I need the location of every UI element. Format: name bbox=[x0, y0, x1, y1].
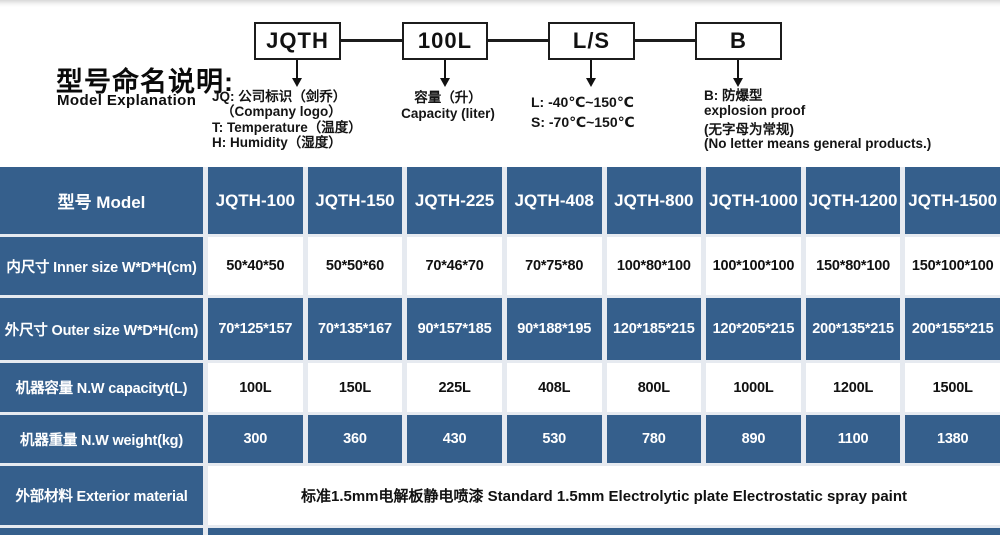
note-line: (No letter means general products.) bbox=[704, 136, 932, 152]
cell-inner-size: 70*75*80 bbox=[506, 237, 602, 295]
row-label-inner-size: 内尺寸 Inner size W*D*H(cm) bbox=[0, 237, 203, 295]
cell-outer-size: 120*205*215 bbox=[706, 298, 801, 360]
cell-capacity: 1200L bbox=[805, 363, 901, 412]
model-code-label: JQTH bbox=[266, 28, 329, 53]
cell-weight: 300 bbox=[208, 415, 303, 463]
cell-weight: 1100 bbox=[805, 415, 901, 463]
note-line: B: 防爆型 bbox=[704, 88, 763, 103]
note-line: T: Temperature（温度） bbox=[212, 119, 362, 135]
cell-capacity: 1000L bbox=[706, 363, 801, 412]
cell-inner-size: 100*100*100 bbox=[706, 237, 801, 295]
note-company-code: JQ: 公司标识（剑乔） （Company logo） T: Temperatu… bbox=[212, 89, 362, 150]
note-capacity: 容量（升） Capacity (liter) bbox=[383, 90, 513, 122]
header-model: JQTH-1000 bbox=[706, 167, 801, 234]
connector-line bbox=[488, 39, 548, 42]
cell-weight: 360 bbox=[307, 415, 403, 463]
top-shadow-strip bbox=[0, 0, 1000, 7]
note-line: 容量（升） bbox=[414, 90, 482, 105]
note-line: H: Humidity（湿度） bbox=[212, 134, 342, 150]
cell-inner-size: 70*46*70 bbox=[407, 237, 502, 295]
note-line: （Company logo） bbox=[221, 104, 342, 120]
cell-weight: 890 bbox=[706, 415, 801, 463]
down-arrow-icon bbox=[440, 60, 450, 87]
cell-inner-size: 100*80*100 bbox=[606, 237, 702, 295]
model-code-box-temp-range: L/S bbox=[548, 22, 635, 60]
cell-weight: 530 bbox=[506, 415, 602, 463]
header-model: JQTH-1500 bbox=[905, 167, 1000, 234]
note-line: explosion proof bbox=[704, 102, 806, 118]
row-label-outer-size: 外尺寸 Outer size W*D*H(cm) bbox=[0, 298, 203, 360]
cell-weight: 780 bbox=[606, 415, 702, 463]
down-arrow-icon bbox=[292, 60, 302, 87]
cell-capacity: 100L bbox=[208, 363, 303, 412]
model-code-label: 100L bbox=[417, 28, 473, 53]
cell-outer-size: 90*188*195 bbox=[506, 298, 602, 360]
note-line: Capacity (liter) bbox=[401, 106, 495, 121]
cell-capacity: 225L bbox=[407, 363, 502, 412]
partial-row-cells bbox=[208, 528, 1000, 535]
note-line: (无字母为常规) bbox=[704, 121, 794, 137]
model-code-label: B bbox=[730, 28, 747, 53]
header-model: JQTH-408 bbox=[506, 167, 602, 234]
model-code-box-capacity: 100L bbox=[402, 22, 488, 60]
cell-inner-size: 50*40*50 bbox=[208, 237, 303, 295]
cell-inner-size: 150*100*100 bbox=[905, 237, 1000, 295]
spec-table: 型号 Model JQTH-100 JQTH-150 JQTH-225 JQTH… bbox=[0, 167, 1000, 535]
header-model: JQTH-1200 bbox=[805, 167, 901, 234]
header-model: JQTH-225 bbox=[407, 167, 502, 234]
cell-capacity: 1500L bbox=[905, 363, 1000, 412]
note-temperature-range: L: -40℃~150℃ S: -70℃~150℃ bbox=[531, 93, 635, 132]
page-title-cn: 型号命名说明: bbox=[56, 67, 234, 97]
cell-outer-size: 90*157*185 bbox=[407, 298, 502, 360]
row-label-capacity: 机器容量 N.W capacityt(L) bbox=[0, 363, 203, 412]
row-label-exterior-material: 外部材料 Exterior material bbox=[0, 466, 203, 525]
model-code-label: L/S bbox=[572, 28, 611, 53]
note-line: JQ: 公司标识（剑乔） bbox=[212, 89, 347, 104]
cell-capacity: 150L bbox=[307, 363, 403, 412]
note-explosion-proof: B: 防爆型 explosion proof (无字母为常规) (No lett… bbox=[704, 88, 932, 152]
header-model: JQTH-150 bbox=[307, 167, 403, 234]
cell-inner-size: 50*50*60 bbox=[307, 237, 403, 295]
cell-outer-size: 120*185*215 bbox=[606, 298, 702, 360]
down-arrow-icon bbox=[586, 60, 596, 87]
cell-exterior-material: 标准1.5mm电解板静电喷漆 Standard 1.5mm Electrolyt… bbox=[208, 466, 1000, 525]
connector-line bbox=[341, 39, 402, 42]
cell-outer-size: 70*125*157 bbox=[208, 298, 303, 360]
cell-capacity: 800L bbox=[606, 363, 702, 412]
model-naming-diagram: 型号命名说明: Model Explanation JQTH 100L L/S … bbox=[0, 0, 1000, 167]
cell-outer-size: 200*135*215 bbox=[805, 298, 901, 360]
model-code-box-explosion: B bbox=[695, 22, 782, 60]
header-model: JQTH-800 bbox=[606, 167, 702, 234]
header-model: JQTH-100 bbox=[208, 167, 303, 234]
header-model-label: 型号 Model bbox=[0, 167, 203, 234]
cell-weight: 1380 bbox=[905, 415, 1000, 463]
row-label-weight: 机器重量 N.W weight(kg) bbox=[0, 415, 203, 463]
cell-inner-size: 150*80*100 bbox=[805, 237, 901, 295]
note-line: S: -70℃~150℃ bbox=[531, 113, 635, 130]
model-code-box-jqth: JQTH bbox=[254, 22, 341, 60]
connector-line bbox=[635, 39, 695, 42]
cell-capacity: 408L bbox=[506, 363, 602, 412]
note-line: L: -40℃~150℃ bbox=[531, 94, 634, 110]
cell-outer-size: 200*155*215 bbox=[905, 298, 1000, 360]
cell-weight: 430 bbox=[407, 415, 502, 463]
page-title-en: Model Explanation bbox=[57, 92, 197, 109]
partial-row-label bbox=[0, 528, 203, 535]
cell-outer-size: 70*135*167 bbox=[307, 298, 403, 360]
down-arrow-icon bbox=[733, 60, 743, 87]
